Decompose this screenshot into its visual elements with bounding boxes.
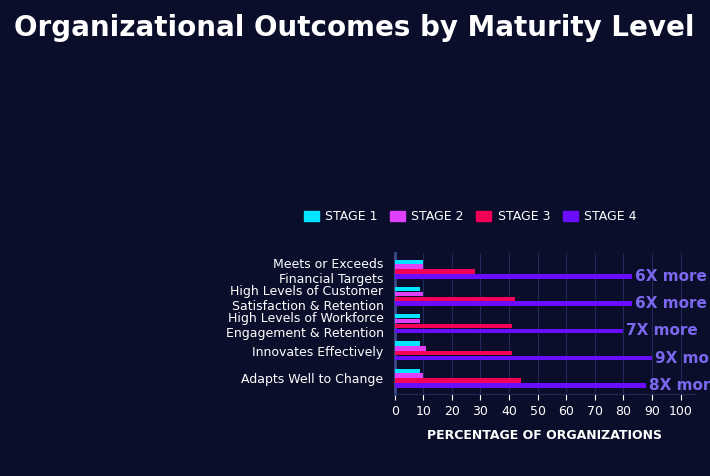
Bar: [395, 324, 512, 328]
Bar: [395, 374, 423, 378]
Bar: [395, 378, 520, 383]
Bar: [395, 341, 420, 346]
Bar: [395, 274, 632, 278]
Bar: [395, 269, 475, 274]
Text: 7X more: 7X more: [626, 324, 698, 338]
Bar: [395, 297, 515, 301]
X-axis label: PERCENTAGE OF ORGANIZATIONS: PERCENTAGE OF ORGANIZATIONS: [427, 429, 662, 442]
Text: 6X more: 6X more: [635, 296, 706, 311]
Bar: [395, 287, 420, 291]
Bar: [395, 368, 420, 373]
Bar: [395, 329, 623, 333]
Bar: [395, 292, 423, 296]
Bar: [395, 356, 652, 360]
Text: 9X more: 9X more: [655, 351, 710, 366]
Bar: [395, 265, 423, 269]
Text: 8X more: 8X more: [649, 378, 710, 393]
Bar: [395, 301, 632, 306]
Bar: [395, 259, 423, 264]
Bar: [395, 319, 420, 323]
Text: Organizational Outcomes by Maturity Level: Organizational Outcomes by Maturity Leve…: [14, 14, 694, 42]
Bar: [395, 351, 512, 356]
Legend: STAGE 1, STAGE 2, STAGE 3, STAGE 4: STAGE 1, STAGE 2, STAGE 3, STAGE 4: [299, 205, 641, 228]
Text: 6X more: 6X more: [635, 269, 706, 284]
Bar: [395, 314, 420, 318]
Bar: [395, 383, 646, 387]
Bar: [395, 346, 426, 351]
